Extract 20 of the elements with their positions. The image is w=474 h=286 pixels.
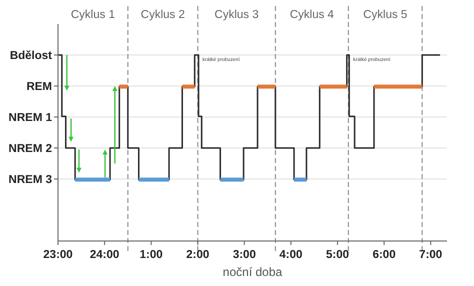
ref-line-label: Cyklus 4 (290, 9, 335, 21)
category-label: REM (26, 81, 52, 93)
x-tick-label: 7:00 (419, 249, 442, 261)
x-axis-title: noční doba (222, 265, 283, 279)
x-tick-label: 2:00 (186, 249, 210, 261)
x-tick-label: 3:00 (232, 249, 256, 261)
category-label: Bdělost (10, 50, 52, 62)
category-label: NREM 1 (8, 112, 52, 124)
ref-line-label: Cyklus 3 (214, 9, 259, 21)
x-tick-label: 5:00 (326, 249, 350, 261)
x-tick-label: 1:00 (140, 249, 163, 261)
category-label: NREM 2 (8, 143, 52, 155)
category-label: NREM 3 (8, 174, 52, 186)
ref-line-label: Cyklus 1 (70, 9, 115, 21)
x-tick-label: 23:00 (43, 249, 73, 261)
x-tick-label: 4:00 (279, 249, 302, 261)
ref-line-label: Cyklus 2 (140, 9, 185, 21)
x-tick-label: 6:00 (372, 249, 396, 261)
ref-line-label: Cyklus 5 (363, 9, 408, 21)
x-tick-label: 24:00 (90, 249, 120, 261)
